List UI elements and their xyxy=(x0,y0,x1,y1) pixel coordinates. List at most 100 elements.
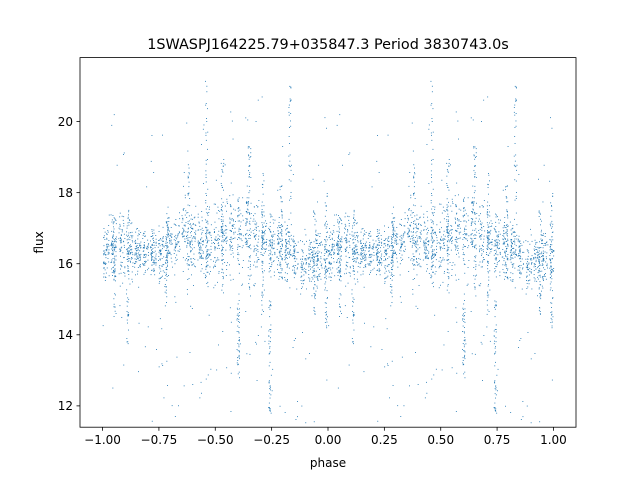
data-point xyxy=(487,187,489,188)
data-point xyxy=(464,371,466,373)
data-point xyxy=(152,256,154,258)
data-point xyxy=(145,261,147,263)
data-point xyxy=(443,230,445,232)
data-point xyxy=(194,224,196,226)
data-point xyxy=(392,231,394,233)
data-point xyxy=(131,278,133,280)
data-point xyxy=(325,261,326,263)
data-point xyxy=(414,278,415,279)
data-point xyxy=(447,255,449,257)
data-point xyxy=(153,242,155,243)
data-point xyxy=(272,219,274,221)
data-point xyxy=(310,249,312,250)
data-point xyxy=(550,322,552,323)
data-point xyxy=(317,250,319,252)
data-point xyxy=(290,180,292,182)
data-point xyxy=(312,260,314,262)
data-point xyxy=(431,283,433,284)
data-point xyxy=(324,245,326,247)
data-point xyxy=(463,315,465,317)
data-point xyxy=(352,319,354,321)
data-point xyxy=(218,242,219,244)
data-point xyxy=(281,258,283,260)
data-point xyxy=(221,232,223,233)
data-point xyxy=(385,239,386,241)
data-point xyxy=(426,264,428,265)
data-point xyxy=(317,254,318,256)
data-point xyxy=(333,251,335,253)
data-point xyxy=(480,220,481,222)
data-point xyxy=(339,303,340,305)
data-point xyxy=(396,236,398,238)
data-point xyxy=(471,202,473,203)
data-point xyxy=(195,266,196,268)
data-point xyxy=(537,278,539,280)
data-point xyxy=(360,239,362,241)
data-point xyxy=(379,262,381,264)
data-point xyxy=(443,259,445,261)
data-point xyxy=(191,228,192,229)
data-point xyxy=(515,100,517,102)
data-point xyxy=(230,205,232,207)
data-point xyxy=(513,240,515,242)
data-point xyxy=(121,266,123,268)
data-point xyxy=(309,266,311,267)
data-point xyxy=(424,251,426,253)
data-point xyxy=(447,235,449,236)
data-point xyxy=(261,213,263,215)
data-point xyxy=(120,239,122,241)
data-point xyxy=(191,239,193,241)
data-point xyxy=(341,255,342,257)
data-point xyxy=(545,242,547,243)
data-point xyxy=(449,240,451,241)
data-point xyxy=(193,236,195,238)
data-point xyxy=(169,251,171,253)
data-point xyxy=(142,247,144,249)
data-point xyxy=(475,266,477,268)
data-point xyxy=(268,365,270,367)
data-point xyxy=(206,264,208,266)
data-point xyxy=(207,214,209,216)
data-point xyxy=(353,234,355,236)
data-point xyxy=(194,216,196,218)
data-point xyxy=(337,241,339,243)
data-point xyxy=(432,250,434,252)
data-point xyxy=(479,206,481,208)
data-point xyxy=(467,240,468,242)
data-point xyxy=(147,269,148,271)
data-point xyxy=(112,258,114,259)
data-point xyxy=(205,202,207,204)
data-point xyxy=(514,143,516,144)
data-point xyxy=(481,249,483,251)
data-point xyxy=(289,127,290,128)
data-point xyxy=(222,331,224,332)
data-point xyxy=(519,258,521,260)
data-point xyxy=(506,247,508,249)
data-point xyxy=(464,321,466,323)
data-point xyxy=(284,256,286,258)
data-point xyxy=(347,229,349,231)
data-point xyxy=(391,249,393,251)
data-point xyxy=(209,231,211,233)
data-point xyxy=(456,246,458,248)
data-point xyxy=(494,381,495,383)
data-point xyxy=(302,269,304,271)
data-point xyxy=(415,352,416,353)
data-point xyxy=(103,263,105,265)
data-point xyxy=(183,236,185,237)
data-point xyxy=(127,216,129,218)
data-point xyxy=(214,246,216,248)
data-point xyxy=(447,205,449,207)
data-point xyxy=(412,260,414,262)
data-point xyxy=(340,276,342,277)
data-point xyxy=(440,284,441,286)
data-point xyxy=(279,238,281,240)
data-point xyxy=(381,242,382,244)
data-point xyxy=(447,263,449,265)
data-point xyxy=(199,253,201,255)
data-point xyxy=(503,260,505,262)
data-point xyxy=(412,293,414,295)
data-point xyxy=(151,252,153,254)
data-point xyxy=(205,159,207,161)
data-point xyxy=(472,241,474,243)
